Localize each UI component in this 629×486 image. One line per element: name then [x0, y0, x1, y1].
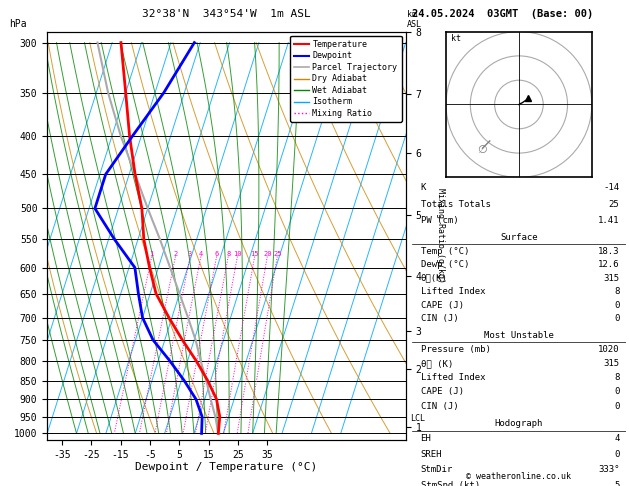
Text: 18.3: 18.3 — [598, 247, 620, 256]
Text: Temp (°C): Temp (°C) — [421, 247, 469, 256]
Text: 0: 0 — [614, 450, 620, 459]
Text: CIN (J): CIN (J) — [421, 314, 458, 323]
Text: 0: 0 — [614, 401, 620, 411]
Text: 32°38'N  343°54'W  1m ASL: 32°38'N 343°54'W 1m ASL — [142, 9, 311, 19]
Text: 12.6: 12.6 — [598, 260, 620, 269]
X-axis label: Dewpoint / Temperature (°C): Dewpoint / Temperature (°C) — [135, 462, 318, 472]
Text: SREH: SREH — [421, 450, 442, 459]
Text: 25: 25 — [609, 200, 620, 208]
Text: 1.41: 1.41 — [598, 216, 620, 225]
Text: ∅: ∅ — [477, 145, 487, 155]
Text: θᴄ(K): θᴄ(K) — [421, 274, 447, 283]
Text: Dewp (°C): Dewp (°C) — [421, 260, 469, 269]
Text: θᴄ (K): θᴄ (K) — [421, 359, 453, 368]
Text: Most Unstable: Most Unstable — [484, 330, 554, 340]
Text: km
ASL: km ASL — [407, 10, 422, 29]
Text: © weatheronline.co.uk: © weatheronline.co.uk — [467, 472, 571, 481]
Text: 4: 4 — [199, 251, 203, 257]
Text: 24.05.2024  03GMT  (Base: 00): 24.05.2024 03GMT (Base: 00) — [412, 9, 593, 19]
Text: 8: 8 — [614, 373, 620, 382]
Text: 0: 0 — [614, 314, 620, 323]
Text: Totals Totals: Totals Totals — [421, 200, 491, 208]
Text: EH: EH — [421, 434, 431, 443]
Text: 5: 5 — [614, 481, 620, 486]
Text: 4: 4 — [614, 434, 620, 443]
Text: kt: kt — [451, 35, 461, 43]
Text: PW (cm): PW (cm) — [421, 216, 458, 225]
Text: 0: 0 — [614, 387, 620, 397]
Text: CAPE (J): CAPE (J) — [421, 301, 464, 310]
Text: 315: 315 — [603, 274, 620, 283]
Text: 20: 20 — [263, 251, 272, 257]
Text: 8: 8 — [226, 251, 230, 257]
Text: 315: 315 — [603, 359, 620, 368]
Text: -14: -14 — [603, 183, 620, 192]
Text: Lifted Index: Lifted Index — [421, 373, 485, 382]
Text: K: K — [421, 183, 426, 192]
Text: 1020: 1020 — [598, 345, 620, 354]
Text: Pressure (mb): Pressure (mb) — [421, 345, 491, 354]
Text: 10: 10 — [233, 251, 242, 257]
Text: 6: 6 — [214, 251, 219, 257]
Text: CIN (J): CIN (J) — [421, 401, 458, 411]
Text: hPa: hPa — [9, 19, 27, 29]
Text: StmSpd (kt): StmSpd (kt) — [421, 481, 480, 486]
Text: Mixing Ratio (g/kg): Mixing Ratio (g/kg) — [436, 188, 445, 283]
Text: 8: 8 — [614, 287, 620, 296]
Text: Hodograph: Hodograph — [495, 419, 543, 428]
Text: 25: 25 — [273, 251, 282, 257]
Text: 15: 15 — [250, 251, 259, 257]
Text: 2: 2 — [174, 251, 177, 257]
Text: LCL: LCL — [410, 414, 425, 423]
Text: 333°: 333° — [598, 466, 620, 474]
Text: StmDir: StmDir — [421, 466, 453, 474]
Text: 3: 3 — [188, 251, 192, 257]
Text: 1: 1 — [150, 251, 154, 257]
Text: 0: 0 — [614, 301, 620, 310]
Text: Surface: Surface — [500, 233, 538, 242]
Text: Lifted Index: Lifted Index — [421, 287, 485, 296]
Text: CAPE (J): CAPE (J) — [421, 387, 464, 397]
Legend: Temperature, Dewpoint, Parcel Trajectory, Dry Adiabat, Wet Adiabat, Isotherm, Mi: Temperature, Dewpoint, Parcel Trajectory… — [290, 36, 401, 122]
